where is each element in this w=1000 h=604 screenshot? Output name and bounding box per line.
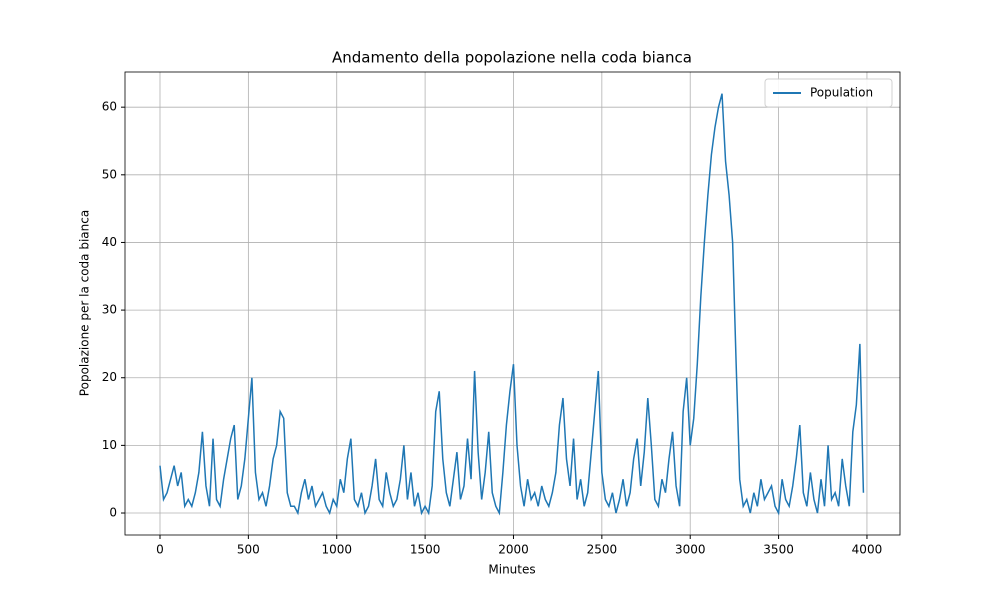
y-tick-label: 60 <box>102 100 117 114</box>
x-tick-label: 500 <box>237 543 260 557</box>
y-tick-label: 10 <box>102 438 117 452</box>
y-tick-label: 0 <box>109 506 117 520</box>
x-tick-label: 1500 <box>410 543 441 557</box>
x-tick-label: 3500 <box>763 543 794 557</box>
y-tick-label: 50 <box>102 167 117 181</box>
data-line <box>159 93 865 516</box>
y-axis-label: Popolazione per la coda bianca <box>78 210 92 396</box>
y-tick-label: 20 <box>102 370 117 384</box>
legend-box <box>764 78 893 108</box>
chart-title: Andamento della popolazione nella coda b… <box>332 49 692 67</box>
legend-label: Population <box>810 86 873 100</box>
x-tick-label: 2500 <box>587 543 618 557</box>
x-tick-label: 4000 <box>852 543 883 557</box>
x-tick-label: 2000 <box>498 543 529 557</box>
x-tick-label: 1000 <box>321 543 352 557</box>
x-tick-label: 3000 <box>675 543 706 557</box>
x-axis-label: Minutes <box>488 563 535 577</box>
x-tick-label: 0 <box>156 543 164 557</box>
y-tick-label: 30 <box>102 303 117 317</box>
plot-frame <box>124 71 901 536</box>
y-tick-label: 40 <box>102 235 117 249</box>
